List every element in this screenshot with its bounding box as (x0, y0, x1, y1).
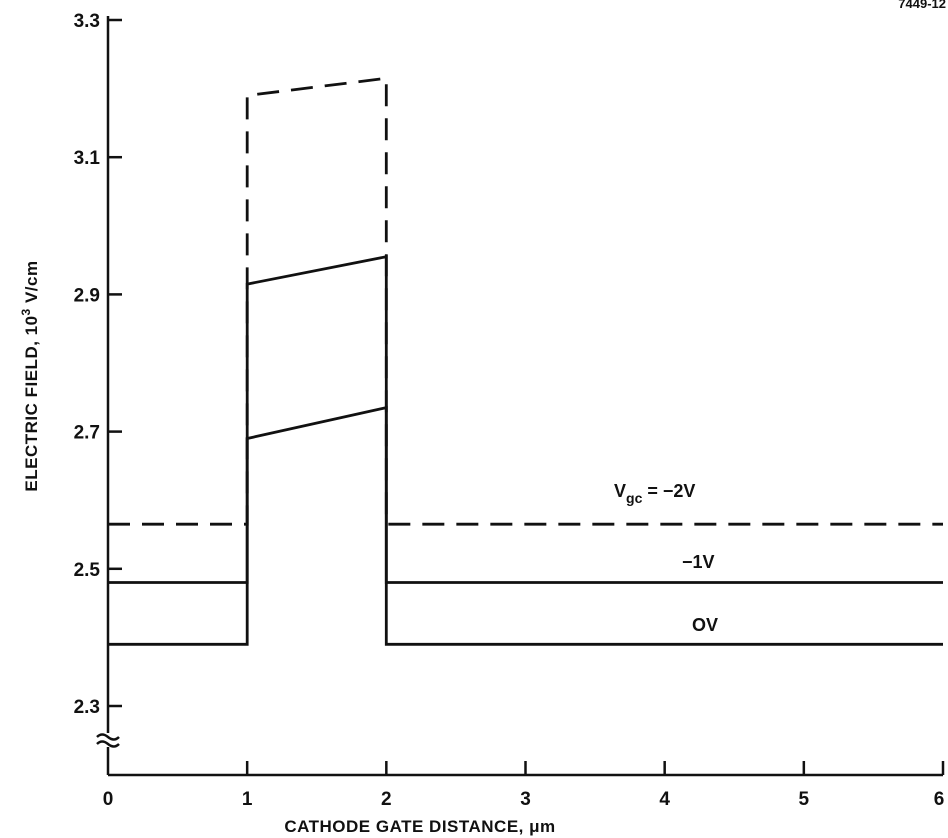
axis-break-wave-lower (96, 740, 120, 748)
x-tick-label: 2 (381, 789, 392, 810)
series-label-minus-2v: Vgc = −2V (614, 481, 695, 506)
x-tick-label: 4 (659, 789, 670, 810)
series-label-value: = −2V (642, 481, 695, 501)
y-axis-title-exponent: 3 (19, 308, 33, 315)
figure-tag: 7449-12 (898, 0, 946, 11)
axis-break-wave-upper (96, 733, 120, 741)
series-line-0 (108, 76, 943, 526)
y-tick-label: 2.9 (74, 285, 100, 306)
series-label-gc-subscript: gc (626, 490, 643, 506)
y-ticks: 2.3 2.5 2.7 2.9 3.1 3.3 (74, 11, 122, 718)
x-tick-label: 6 (934, 789, 945, 810)
series-label-minus-1v: −1V (682, 552, 715, 572)
series-line-2 (108, 405, 943, 646)
x-tick-label: 3 (520, 789, 531, 810)
y-tick-label: 3.3 (74, 11, 100, 32)
x-axis-title: CATHODE GATE DISTANCE, μm (284, 817, 555, 836)
y-tick-label: 2.7 (74, 423, 100, 444)
y-axis-title-suffix: V/cm (22, 260, 41, 308)
series-label-v: V (614, 481, 626, 501)
x-tick-label: 0 (103, 789, 114, 810)
y-tick-label: 3.1 (74, 148, 101, 169)
y-tick-label: 2.3 (74, 697, 100, 718)
y-axis-title: ELECTRIC FIELD, 103 V/cm (19, 260, 41, 491)
y-axis-title-prefix: ELECTRIC FIELD, 10 (22, 315, 41, 491)
y-axis-break-mark (96, 733, 120, 748)
y-tick-label: 2.5 (74, 560, 101, 581)
x-tick-label: 5 (799, 789, 810, 810)
x-tick-label: 1 (242, 789, 253, 810)
series-layer (108, 76, 943, 646)
series-line-1 (108, 254, 943, 584)
axes (96, 16, 943, 777)
series-label-0v: OV (692, 615, 718, 635)
x-ticks: 0 1 2 3 4 5 6 (103, 761, 945, 810)
